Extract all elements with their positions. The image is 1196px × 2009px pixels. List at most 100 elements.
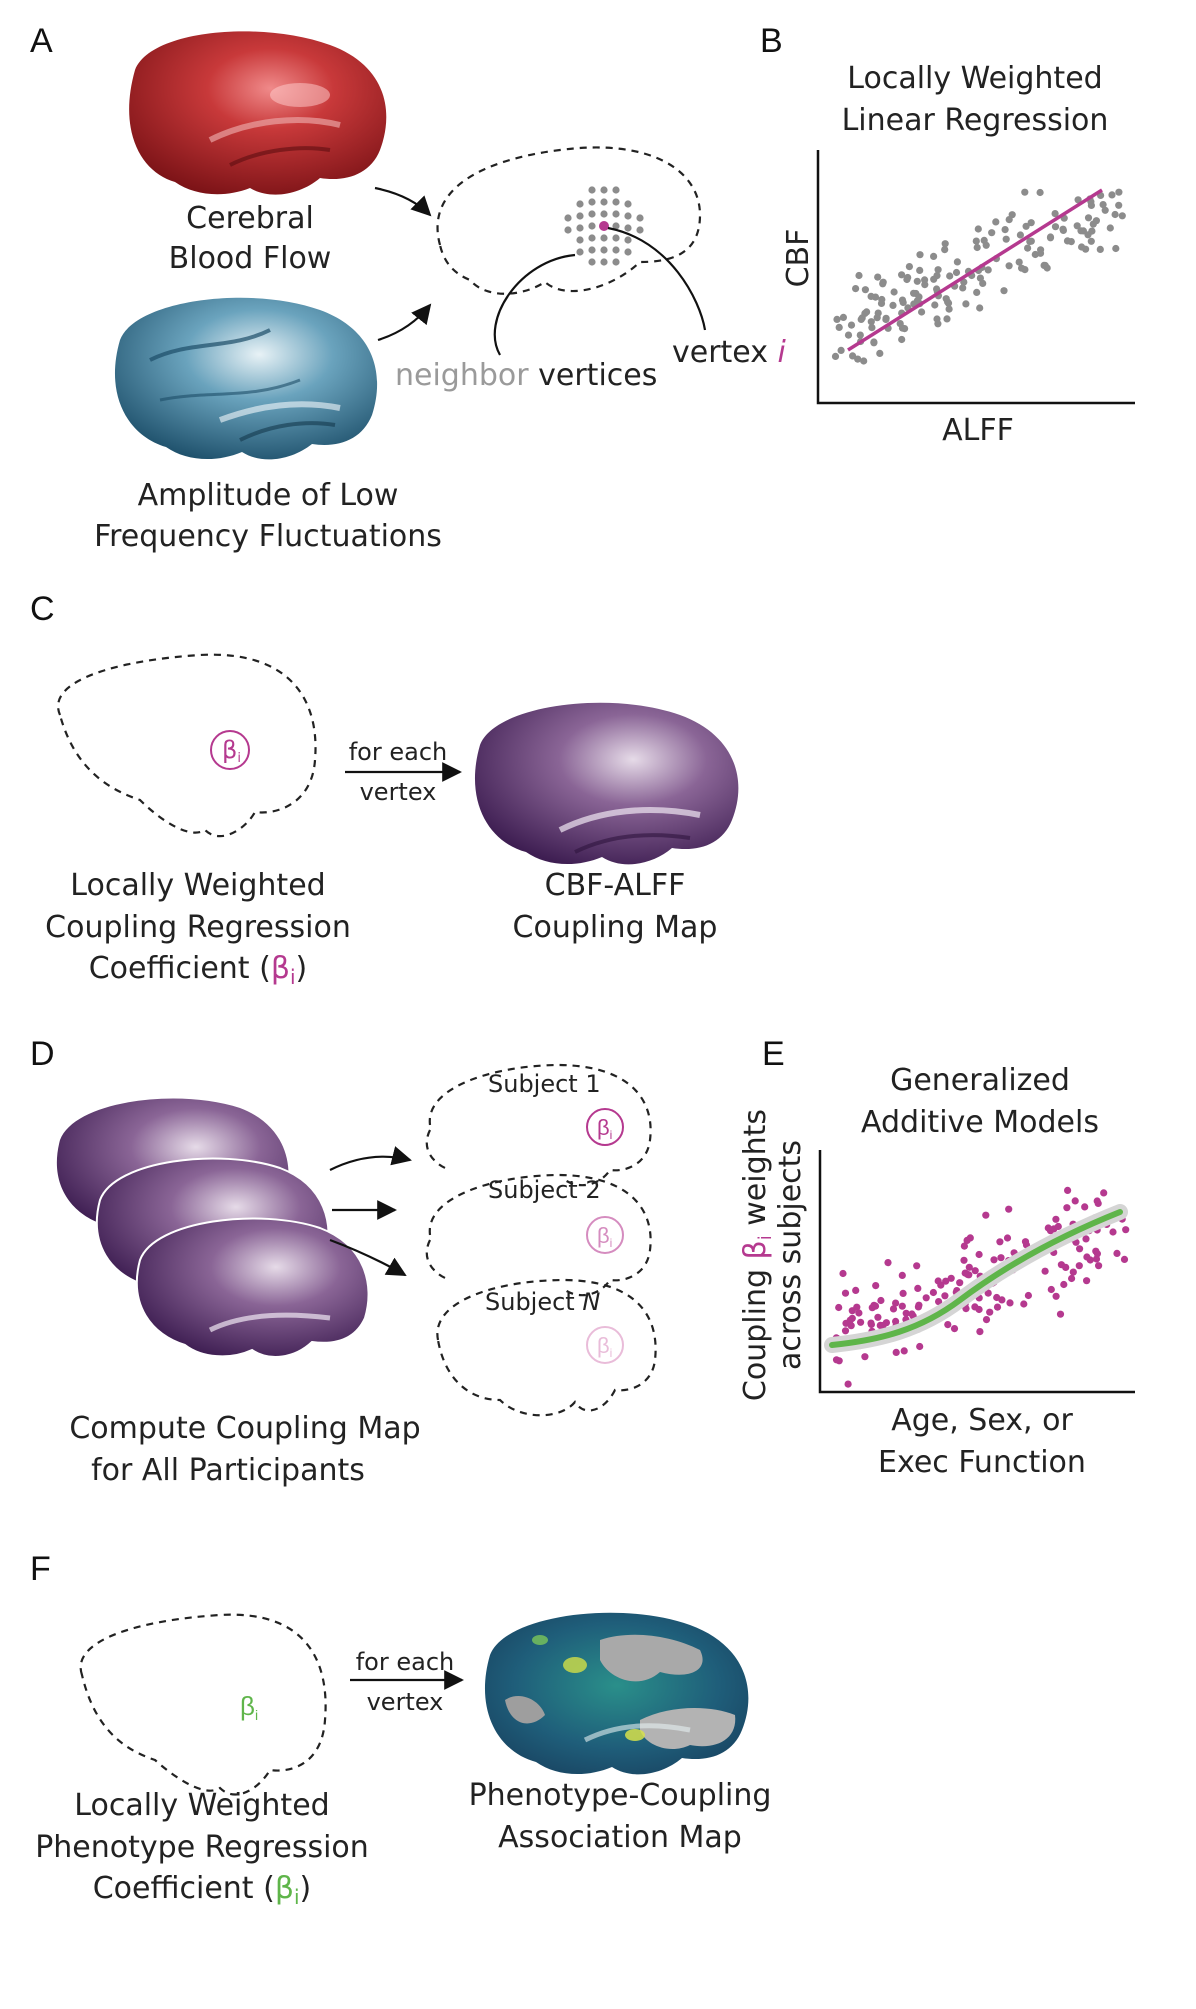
panel-b-point — [870, 339, 878, 347]
panel-e-xlabel-line-2: Exec Function — [878, 1445, 1086, 1480]
panel-e-point — [1100, 1189, 1108, 1197]
panel-e-point — [898, 1271, 906, 1279]
panel-e-point — [855, 1309, 863, 1317]
panel-e-title-line-1: Generalized — [890, 1063, 1070, 1098]
panel-b-point — [952, 268, 961, 277]
phenotype-association-brain — [484, 1612, 749, 1775]
panel-e-point — [1071, 1197, 1079, 1205]
panel-b-point — [1108, 191, 1116, 199]
panel-b-regression-line — [847, 188, 1103, 352]
panel-e-point — [867, 1320, 876, 1329]
panel-e-point — [1122, 1226, 1130, 1234]
panel-b-point — [1078, 243, 1086, 251]
panel-c-beta-circle — [210, 730, 250, 770]
subject-1-beta: βi — [597, 1115, 612, 1142]
panel-e-point — [870, 1301, 878, 1309]
panel-e-point — [971, 1267, 979, 1275]
panel-c-left-caption-line-2: Coupling Regression — [45, 910, 351, 945]
panel-b-point — [1101, 206, 1109, 214]
panel-f-surface-outline — [79, 1613, 327, 1796]
panel-b-point — [943, 315, 951, 323]
panel-b-point — [1022, 222, 1030, 230]
subject-1-label: Subject 1 — [488, 1070, 601, 1098]
panel-f-left-caption-line-1: Locally Weighted — [74, 1788, 329, 1823]
panel-e-point — [908, 1310, 916, 1318]
panel-b-point — [1016, 231, 1024, 239]
panel-c-arrow-label-line-2: vertex — [360, 778, 437, 806]
panel-e-point — [990, 1256, 998, 1264]
panel-e-point — [1109, 1228, 1117, 1236]
panel-b-point — [831, 352, 840, 360]
panel-e-ylabel-line-2: across subjects — [773, 1140, 808, 1370]
panel-e-point — [916, 1342, 924, 1351]
panel-e-point — [965, 1263, 973, 1271]
panel-b-point — [972, 237, 980, 245]
panel-f-arrow-label-line-2: vertex — [367, 1688, 444, 1716]
panel-b-point — [835, 323, 843, 331]
panel-b-point — [837, 346, 845, 354]
panel-b-point — [1112, 244, 1120, 253]
panel-c-left-caption-line-3: Coefficient (βi) — [89, 951, 308, 989]
panel-b-point — [856, 331, 864, 339]
panel-b-point — [874, 309, 882, 317]
coupling-map-brain — [474, 702, 739, 865]
panel-c-surface-outline — [57, 653, 317, 838]
panel-b-point — [1092, 217, 1100, 225]
panel-b-point — [944, 298, 952, 306]
panel-e-point — [915, 1301, 923, 1309]
panel-b-point — [1106, 224, 1114, 232]
panel-e-point — [1044, 1224, 1052, 1232]
panel-b-point — [861, 286, 870, 294]
cbf-label-line-2: Blood Flow — [169, 241, 332, 276]
panel-b-point — [855, 271, 863, 280]
panel-f-left-caption-line-2: Phenotype Regression — [35, 1830, 369, 1865]
panel-b-point — [871, 293, 880, 301]
panel-e-point — [900, 1347, 908, 1355]
panel-e-point — [1113, 1249, 1121, 1257]
panel-e-point — [872, 1282, 880, 1290]
panel-a-letter: A — [30, 22, 53, 60]
panel-e-xlabel-line-1: Age, Sex, or — [891, 1403, 1073, 1438]
panel-b-point — [1074, 196, 1082, 204]
panel-b-point — [1005, 262, 1013, 270]
panel-e-point — [993, 1293, 1001, 1302]
panel-e-point — [993, 1303, 1002, 1311]
panel-e-point — [841, 1289, 850, 1297]
panel-b-point — [1118, 212, 1126, 220]
panel-b-title-line-1: Locally Weighted — [847, 61, 1102, 96]
panel-b-point — [1063, 237, 1072, 245]
panel-b-point — [960, 278, 968, 286]
panel-b-point — [898, 271, 906, 279]
panel-d-caption-line-2: for All Participants — [91, 1453, 365, 1488]
panel-e-point — [1062, 1263, 1070, 1271]
panel-e-point — [841, 1327, 850, 1335]
panel-b-point — [921, 281, 929, 289]
panel-e-point — [899, 1289, 907, 1297]
subject-n-beta: βi — [597, 1333, 612, 1360]
subject-n-beta-circle — [586, 1326, 624, 1364]
subject-2-beta: βi — [597, 1223, 612, 1250]
panel-e-point — [984, 1289, 992, 1297]
panel-e-point — [929, 1288, 938, 1297]
panel-b-point — [1115, 188, 1123, 196]
panel-e-point — [942, 1277, 950, 1285]
panel-b-point — [901, 325, 909, 333]
panel-e-point — [852, 1286, 860, 1294]
panel-e-point — [1075, 1262, 1083, 1270]
panel-e-point — [853, 1303, 861, 1311]
panel-e-point — [944, 1321, 952, 1329]
panel-e-point — [950, 1325, 959, 1333]
panel-f-arrow-label-line-1: for each — [356, 1648, 455, 1676]
cbf-to-outline-arrow — [374, 186, 432, 217]
panel-e-point — [1003, 1234, 1012, 1242]
panel-e-point — [913, 1262, 921, 1270]
panel-e-point — [1064, 1186, 1072, 1194]
panel-f-beta-symbol: βi — [240, 1691, 258, 1723]
panel-b-point — [979, 279, 987, 287]
panel-e-point — [961, 1269, 969, 1277]
panel-b-point — [903, 275, 911, 284]
panel-b-point — [913, 277, 921, 285]
panel-b-point — [852, 285, 860, 293]
panel-b-point — [1027, 219, 1035, 227]
panel-b-point — [898, 296, 907, 304]
